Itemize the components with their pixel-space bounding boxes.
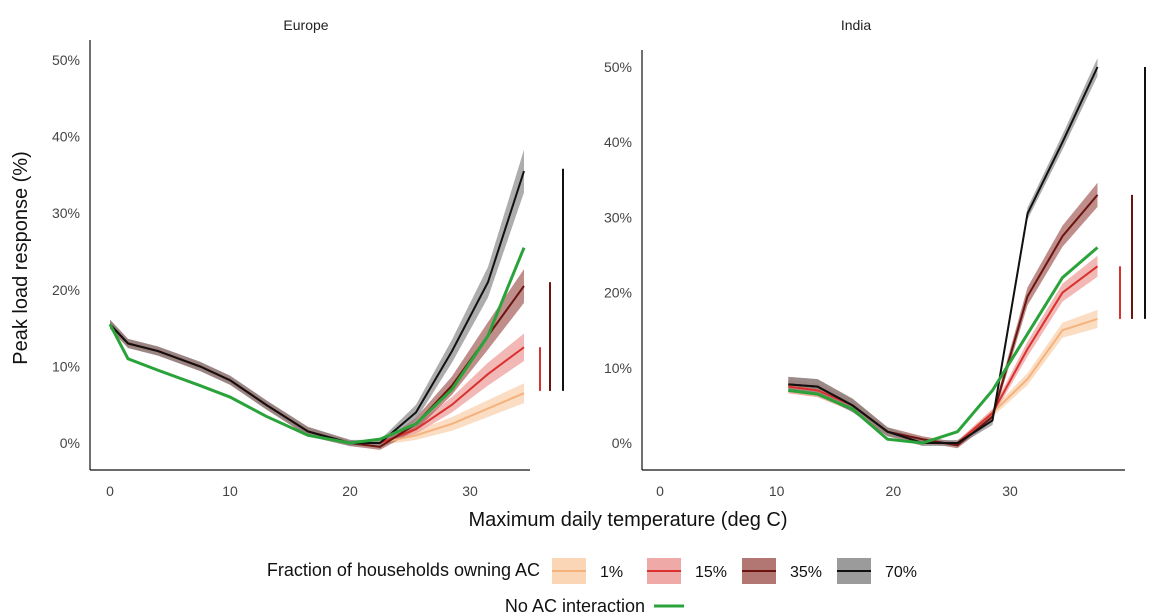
line-no-ac-india [788, 246, 1099, 445]
y-tick-label-europe: 20% [52, 282, 80, 298]
x-tick-label-europe: 10 [222, 483, 238, 499]
x-tick-label-europe: 0 [106, 483, 114, 499]
line-no-ac-europe [108, 247, 526, 445]
x-tick-label-india: 10 [769, 483, 785, 499]
panel-title-europe: Europe [283, 17, 328, 33]
line-15pct-india [788, 265, 1099, 444]
panel-europe: Europe 0% 10% 20% 30% 40% 50% 0 10 20 30 [52, 17, 564, 499]
line-1pct-india [788, 317, 1098, 444]
y-tick-label-europe: 40% [52, 129, 80, 145]
y-axis-title: Peak load response (%) [10, 151, 32, 364]
y-tick-label-india: 0% [612, 435, 632, 451]
legend: Fraction of households owning AC 1% 15% 35… [267, 558, 917, 616]
y-tick-label-europe: 30% [52, 205, 80, 221]
y-tick-label-india: 40% [604, 134, 632, 150]
legend-label-35pct: 35% [790, 564, 822, 581]
y-tick-label-india: 30% [604, 209, 632, 225]
x-tick-label-europe: 30 [462, 483, 478, 499]
y-tick-label-india: 10% [604, 360, 632, 376]
y-tick-label-europe: 10% [52, 358, 80, 374]
y-tick-label-india: 20% [604, 285, 632, 301]
y-tick-label-india: 50% [604, 59, 632, 75]
legend-no-ac-label: No AC interaction [505, 596, 645, 616]
panel-title-india: India [841, 17, 872, 33]
x-tick-label-india: 20 [886, 483, 902, 499]
line-70pct-europe [109, 170, 525, 444]
y-tick-label-europe: 0% [60, 435, 80, 451]
legend-label-1pct: 1% [600, 564, 623, 581]
x-tick-label-india: 30 [1002, 483, 1018, 499]
y-tick-label-europe: 50% [52, 52, 80, 68]
x-tick-label-india: 0 [656, 483, 664, 499]
band-1pct-india [788, 309, 1098, 446]
panel-india: India 0% 10% 20% 30% 40% 50% 0 10 20 30 [604, 17, 1146, 499]
legend-title: Fraction of households owning AC [267, 560, 540, 580]
x-axis-title: Maximum daily temperature (deg C) [469, 509, 788, 531]
x-tick-label-europe: 20 [342, 483, 358, 499]
legend-label-70pct: 70% [885, 564, 917, 581]
line-70pct-india [788, 66, 1099, 444]
line-35pct-india [788, 194, 1099, 447]
legend-label-15pct: 15% [695, 564, 727, 581]
